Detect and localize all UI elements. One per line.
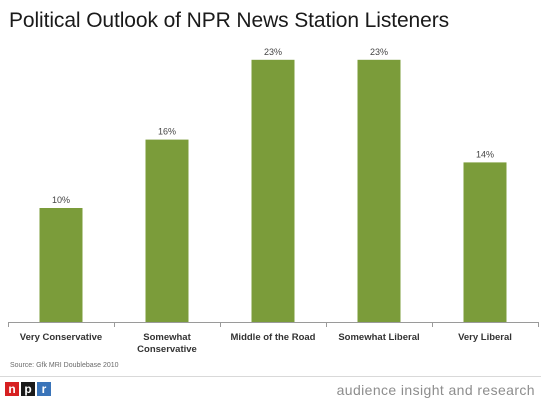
npr-logo: n p r: [5, 382, 51, 396]
logo-letter-p: p: [21, 382, 35, 396]
bar: [251, 59, 295, 323]
logo-letter-n: n: [5, 382, 19, 396]
footer-divider: [0, 376, 541, 377]
x-tick-label: Somewhat Conservative: [137, 332, 197, 355]
chart-title: Political Outlook of NPR News Station Li…: [9, 9, 449, 32]
bar-value-label: 14%: [476, 149, 494, 159]
bar: [463, 162, 507, 322]
x-tick-label: Somewhat Liberal: [338, 332, 419, 343]
footer-tagline: audience insight and research: [336, 382, 535, 398]
x-tick-label: Very Liberal: [458, 332, 512, 343]
bar-value-label: 23%: [264, 47, 282, 57]
bar-value-label: 23%: [370, 47, 388, 57]
x-tick-label: Very Conservative: [20, 332, 102, 343]
x-tick-label: Middle of the Road: [231, 332, 316, 343]
bar: [39, 208, 83, 322]
bar: [357, 59, 401, 323]
bar-value-label: 16%: [158, 127, 176, 137]
bar: [145, 139, 189, 322]
source-note: Source: Gfk MRI Doublebase 2010: [10, 362, 119, 369]
logo-letter-r: r: [37, 382, 51, 396]
bar-value-label: 10%: [52, 195, 70, 205]
bar-chart: 10% 16% 23% 23% 14% Very Conservative Somewhat…: [8, 47, 539, 355]
